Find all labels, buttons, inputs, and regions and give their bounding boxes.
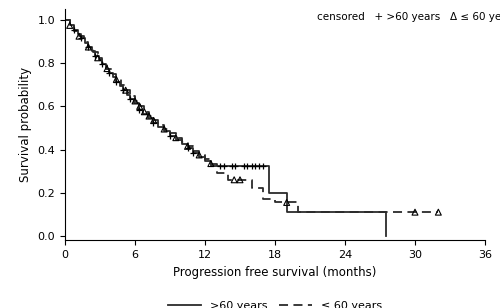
Point [166, 133, 174, 138]
Point [172, 135, 180, 140]
Point [236, 177, 244, 182]
Legend: >60 years, ≤ 60 years: >60 years, ≤ 60 years [164, 297, 386, 308]
Point [112, 77, 120, 82]
Point [136, 104, 143, 109]
Point [126, 96, 134, 101]
Point [190, 150, 198, 155]
Point [240, 163, 248, 168]
Point [184, 144, 192, 149]
Point [120, 88, 128, 93]
Point [75, 34, 83, 39]
Point [282, 200, 290, 205]
Point [122, 88, 130, 93]
Point [207, 161, 215, 166]
Point [251, 163, 259, 168]
Point [195, 152, 203, 157]
Point [148, 120, 156, 125]
Point [260, 163, 268, 168]
Point [84, 45, 92, 50]
Point [106, 71, 114, 75]
Text: censored   + >60 years   Δ ≤ 60 years: censored + >60 years Δ ≤ 60 years [317, 11, 500, 22]
Point [230, 177, 238, 182]
Y-axis label: Survival probability: Survival probability [19, 67, 32, 182]
Point [140, 109, 148, 114]
Point [411, 210, 419, 215]
X-axis label: Progression free survival (months): Progression free survival (months) [174, 265, 376, 278]
Point [434, 210, 442, 215]
Point [145, 114, 153, 119]
Point [228, 163, 236, 168]
Point [78, 36, 86, 41]
Point [66, 23, 74, 28]
Point [84, 45, 92, 50]
Point [134, 107, 142, 112]
Point [150, 118, 158, 123]
Point [131, 99, 139, 103]
Point [184, 146, 192, 151]
Point [216, 163, 224, 168]
Point [92, 53, 100, 58]
Point [112, 79, 120, 84]
Point [98, 62, 106, 67]
Point [248, 163, 256, 168]
Point [70, 27, 78, 32]
Point [254, 163, 262, 168]
Point [103, 66, 111, 71]
Point [220, 163, 228, 168]
Point [243, 163, 251, 168]
Point [94, 55, 102, 60]
Point [160, 127, 168, 132]
Point [232, 163, 239, 168]
